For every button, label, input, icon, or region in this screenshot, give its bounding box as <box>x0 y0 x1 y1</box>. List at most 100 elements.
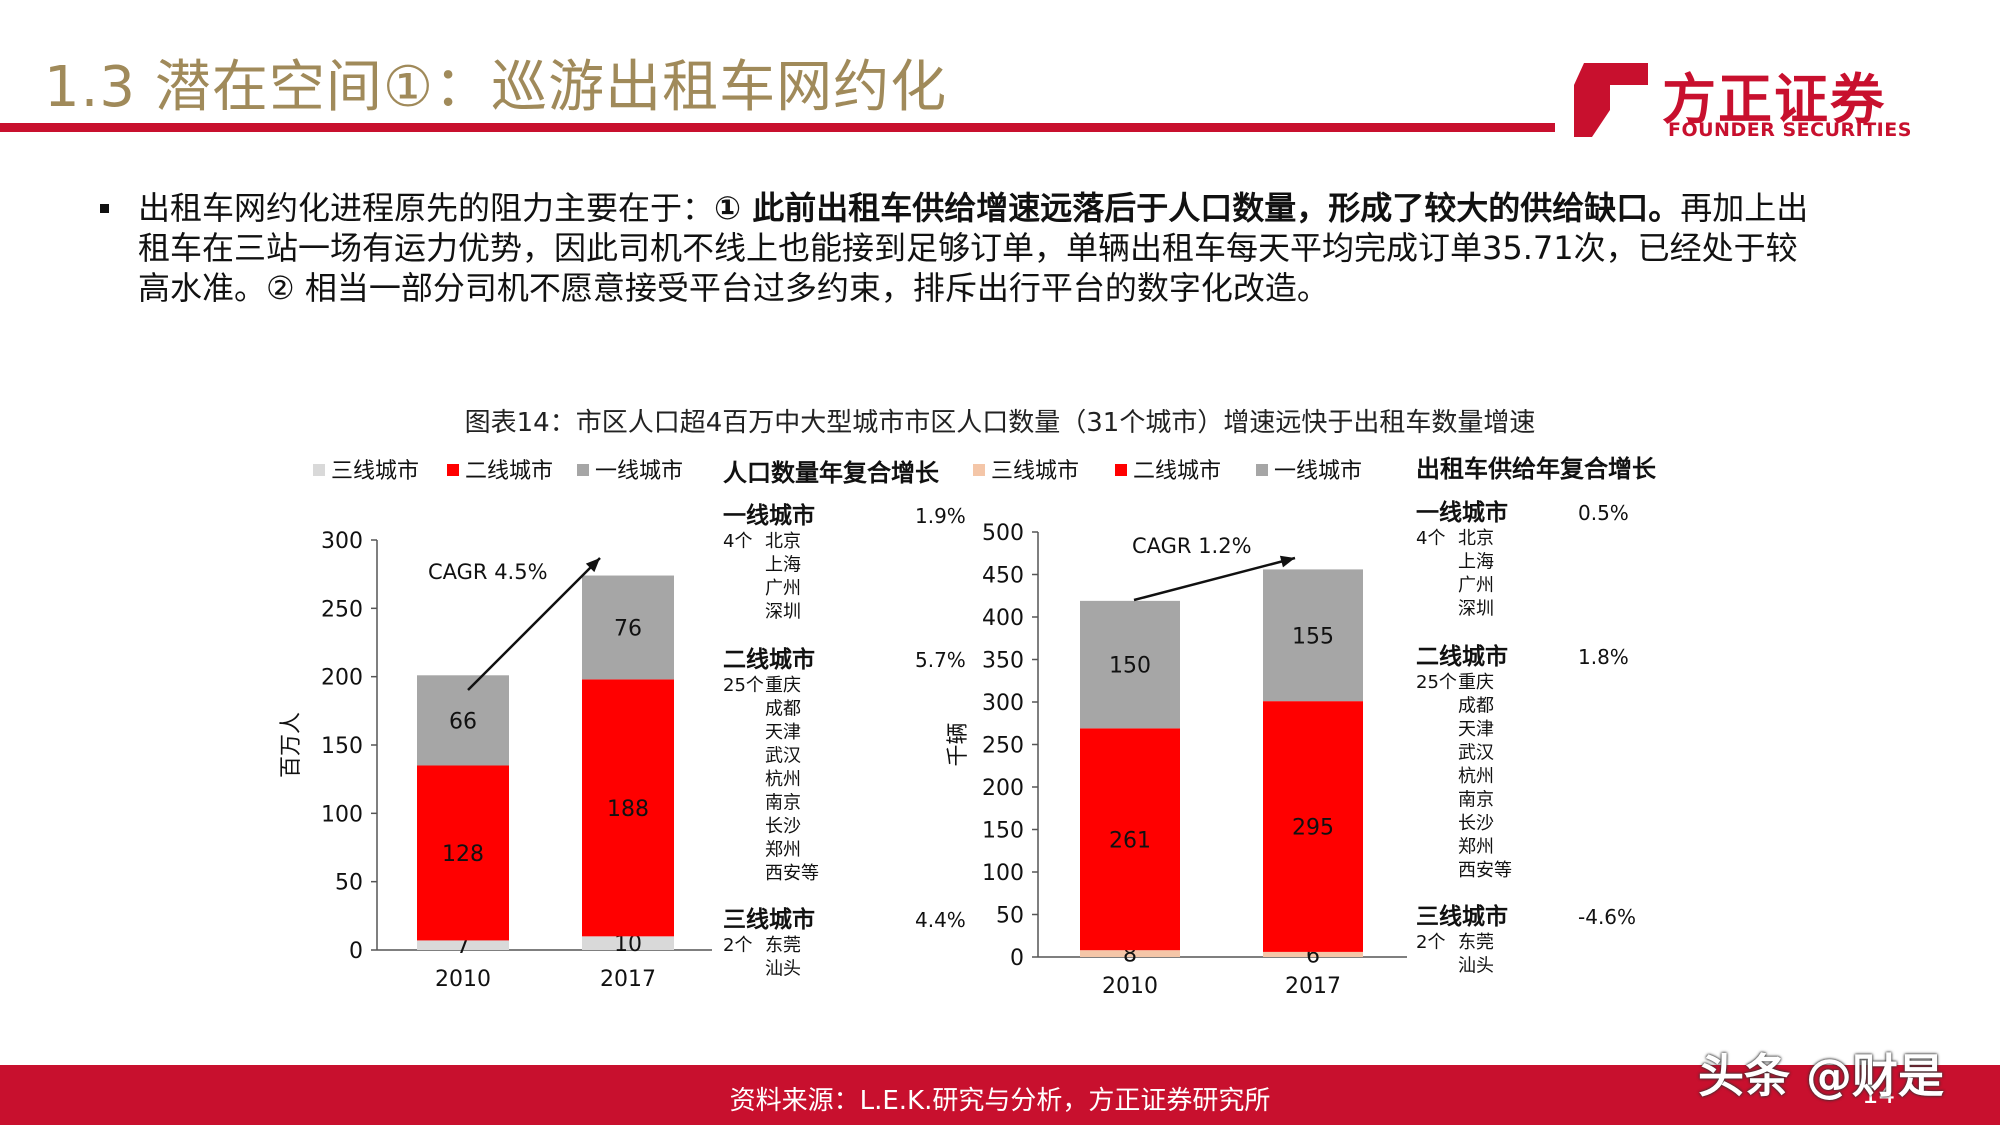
chart2-bar-2017-series3 <box>1263 569 1363 702</box>
chart2-x-tick-label: 2010 <box>1102 974 1158 999</box>
chart1-city-name: 深圳 <box>765 602 801 623</box>
chart1-legend-label: 三线城市 <box>331 459 419 484</box>
chart1-bar-2010-series1 <box>417 940 509 950</box>
chart2-tier-count: 25个 <box>1416 672 1457 693</box>
chart1-bar-2017-series2 <box>582 679 674 937</box>
chart2-legend-label: 二线城市 <box>1133 459 1221 484</box>
chart1-y-tick-label: 0 <box>349 939 363 964</box>
chart1-city-name: 广州 <box>765 578 801 599</box>
chart1-legend-swatch <box>577 464 589 476</box>
chart1-legend-swatch <box>313 464 325 476</box>
chart1-city-name: 西安等 <box>765 863 819 884</box>
page-title: 1.3 潜在空间①：巡游出租车网约化 <box>44 55 948 120</box>
chart2-city-name: 上海 <box>1458 552 1494 573</box>
chart2-cagr-annotation: CAGR 1.2% <box>1132 534 1252 558</box>
chart1-y-tick-label: 100 <box>321 802 363 827</box>
chart1-tier-name: 三线城市 <box>723 906 815 933</box>
chart2-city-name: 杭州 <box>1458 766 1494 787</box>
chart2-y-tick-label: 100 <box>982 861 1024 886</box>
chart2-bar-2010-series3 <box>1080 600 1180 729</box>
chart2-tier-name: 三线城市 <box>1416 903 1508 930</box>
chart2-city-name: 成都 <box>1458 696 1494 717</box>
chart1-tier-count: 25个 <box>723 675 764 696</box>
chart2-y-tick-label: 500 <box>982 521 1024 546</box>
chart2-tier-name: 二线城市 <box>1416 643 1508 670</box>
chart2-bar-2010-series2 <box>1080 728 1180 951</box>
chart1-bar-2017-series1 <box>582 936 674 950</box>
chart2-city-name: 广州 <box>1458 575 1494 596</box>
chart2-y-tick-label: 400 <box>982 606 1024 631</box>
chart2-city-name: 武汉 <box>1458 743 1494 764</box>
chart2-y-tick-label: 450 <box>982 564 1024 589</box>
chart2-data-label: 8 <box>1123 943 1137 968</box>
chart2-data-label: 261 <box>1109 828 1151 853</box>
chart2-y-tick-label: 300 <box>982 691 1024 716</box>
chart2-city-name: 天津 <box>1458 719 1494 740</box>
page-number: 14 <box>1862 1080 1896 1110</box>
chart2-city-name: 重庆 <box>1458 672 1494 693</box>
chart1-x-tick-label: 2017 <box>600 967 656 992</box>
chart1-tier-count: 2个 <box>723 935 752 956</box>
chart1-table-title: 人口数量年复合增长 <box>723 459 940 487</box>
chart2-city-name: 郑州 <box>1458 837 1494 858</box>
chart2-y-tick-label: 250 <box>982 734 1024 759</box>
chart2-legend-swatch <box>973 464 985 476</box>
chart2-bar-2017-series2 <box>1263 701 1363 952</box>
chart1-city-name: 长沙 <box>765 816 801 837</box>
chart2-city-name: 南京 <box>1458 790 1494 811</box>
chart2-y-axis-label: 千辆 <box>946 722 971 766</box>
chart2-tier-count: 2个 <box>1416 932 1445 953</box>
chart2-x-tick-label: 2017 <box>1285 974 1341 999</box>
chart1-city-name: 上海 <box>765 555 801 576</box>
chart1-y-tick-label: 300 <box>321 529 363 554</box>
chart2-city-name: 深圳 <box>1458 599 1494 620</box>
chart1-data-label: 76 <box>614 616 642 641</box>
chart2-legend-label: 三线城市 <box>991 459 1079 484</box>
chart2-data-label: 150 <box>1109 654 1151 679</box>
chart1-data-label: 188 <box>607 797 649 822</box>
chart2-tier-rate: 1.8% <box>1578 645 1629 669</box>
chart1-city-name: 杭州 <box>765 769 801 790</box>
chart2-y-tick-label: 200 <box>982 776 1024 801</box>
chart1-tier-name: 二线城市 <box>723 646 815 673</box>
chart1-y-tick-label: 50 <box>335 871 363 896</box>
chart2-city-name: 东莞 <box>1458 932 1494 953</box>
chart1-legend-swatch <box>447 464 459 476</box>
chart1-city-name: 南京 <box>765 793 801 814</box>
chart2-y-tick-label: 350 <box>982 649 1024 674</box>
chart1-data-label: 10 <box>614 932 642 957</box>
chart1-data-label: 128 <box>442 842 484 867</box>
body-bullet: 出租车网约化进程原先的阻力主要在于：① 此前出租车供给增速远落后于人口数量，形成… <box>100 188 1820 308</box>
brand-logo: 方正证券 FOUNDER SECURITIES <box>1570 55 1911 145</box>
chart1-city-name: 北京 <box>765 531 801 552</box>
chart1-cagr-arrow <box>467 557 601 691</box>
chart2-y-tick-label: 0 <box>1010 946 1024 971</box>
chart2-tier-count: 4个 <box>1416 528 1445 549</box>
chart1-bar-2017-series3 <box>582 575 674 680</box>
chart2-table-title: 出租车供给年复合增长 <box>1416 455 1657 483</box>
chart2-legend-label: 一线城市 <box>1274 459 1362 484</box>
chart1-tier-rate: 5.7% <box>915 648 966 672</box>
chart1-data-label: 7 <box>456 934 470 959</box>
chart1-tier-rate: 4.4% <box>915 908 966 932</box>
chart1-tier-rate: 1.9% <box>915 504 966 528</box>
chart1-city-name: 武汉 <box>765 746 801 767</box>
chart1-bar-2010-series2 <box>417 765 509 941</box>
footer-bar <box>0 1065 2000 1125</box>
chart2-bar-2017-series1 <box>1263 951 1363 957</box>
logo-chinese-name: 方正证券 <box>1662 68 1886 131</box>
chart1-city-name: 汕头 <box>765 959 801 980</box>
chart1-bar-2010-series3 <box>417 675 509 766</box>
chart2-city-name: 汕头 <box>1458 956 1494 977</box>
chart2-legend-swatch <box>1256 464 1268 476</box>
bullet-text-bold: ① 此前出租车供给增速远落后于人口数量，形成了较大的供给缺口。 <box>714 189 1681 227</box>
chart2-y-tick-label: 50 <box>996 904 1024 929</box>
bullet-text-rest: 再加上出租车在三站一场有运力优势，因此司机不线上也能接到足够订单，单辆出租车每天… <box>138 189 1809 307</box>
chart1-legend-label: 二线城市 <box>465 459 553 484</box>
chart1-data-label: 66 <box>449 709 477 734</box>
bullet-paragraph: 出租车网约化进程原先的阻力主要在于：① 此前出租车供给增速远落后于人口数量，形成… <box>138 188 1820 308</box>
chart1-x-tick-label: 2010 <box>435 967 491 992</box>
chart2-cagr-arrowhead <box>1279 555 1295 568</box>
bullet-text-intro: 出租车网约化进程原先的阻力主要在于： <box>138 189 715 227</box>
